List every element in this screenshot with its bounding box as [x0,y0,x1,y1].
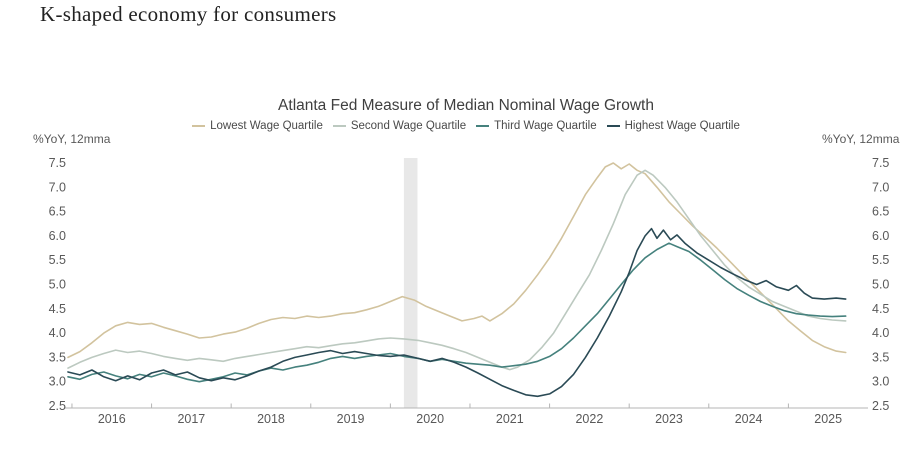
y-tick-label-left-3.5: 3.5 [49,350,66,364]
x-tick-label-2016: 2016 [98,412,126,426]
legend-dash-icon [192,125,206,127]
legend-item-second-wage-quartile: Second Wage Quartile [332,120,467,132]
x-axis-ticks [71,403,789,408]
y-tick-label-left-4.0: 4.0 [49,326,66,340]
series-line-highest-wage-quartile [67,227,847,398]
x-axis-tick-labels: 2016 2017 2018 2019 2020 2021 2022 2023 2024 2025 [98,412,842,426]
y-tick-label-right-5.5: 5.5 [872,253,889,267]
y-tick-label-left-7.0: 7.0 [49,180,66,194]
legend-dash-icon [606,125,620,127]
right-axis-unit-label: %YoY, 12mma [822,132,900,146]
x-tick-label-2019: 2019 [337,412,365,426]
y-tick-label-right-7.0: 7.0 [872,180,889,194]
y-tick-label-left-5.5: 5.5 [49,253,66,267]
chart-title: Atlanta Fed Measure of Median Nominal Wa… [278,97,654,114]
y-tick-label-right-6.5: 6.5 [872,205,889,219]
y-tick-label-left-5.0: 5.0 [49,278,66,292]
y-tick-label-right-7.5: 7.5 [872,156,889,170]
covid-recession-shading [403,158,418,408]
legend-label: Third Wage Quartile [494,120,597,132]
page-title: K-shaped economy for consumers [40,2,337,26]
x-tick-label-2022: 2022 [575,412,603,426]
y-tick-label-right-6.0: 6.0 [872,229,889,243]
legend-label: Lowest Wage Quartile [210,120,323,132]
legend-item-lowest-wage-quartile: Lowest Wage Quartile [192,120,323,132]
chart-legend: Lowest Wage Quartile Second Wage Quartile… [64,120,868,132]
y-tick-label-left-4.5: 4.5 [49,302,66,316]
legend-item-highest-wage-quartile: Highest Wage Quartile [606,120,740,132]
y-tick-label-left-3.0: 3.0 [49,375,66,389]
y-tick-label-left-6.5: 6.5 [49,205,66,219]
left-axis-unit-label: %YoY, 12mma [33,132,111,146]
x-tick-label-2023: 2023 [655,412,683,426]
y-tick-label-right-3.5: 3.5 [872,350,889,364]
x-tick-label-2020: 2020 [416,412,444,426]
y-tick-label-right-4.5: 4.5 [872,302,889,316]
legend-label: Highest Wage Quartile [624,120,740,132]
legend-item-third-wage-quartile: Third Wage Quartile [476,120,597,132]
y-axis-labels-right: 2.5 3.0 3.5 4.0 4.5 5.0 5.5 6.0 6.5 7.0 7.5 [872,156,889,413]
legend-dash-icon [332,125,346,127]
series-line-lowest-wage-quartile [67,162,847,359]
x-tick-label-2018: 2018 [257,412,285,426]
y-tick-label-right-3.0: 3.0 [872,375,889,389]
y-axis-labels-left: 2.5 3.0 3.5 4.0 4.5 5.0 5.5 6.0 6.5 7.0 7.5 [49,156,66,413]
y-tick-label-left-7.5: 7.5 [49,156,66,170]
y-tick-label-left-6.0: 6.0 [49,229,66,243]
y-tick-label-right-2.5: 2.5 [872,399,889,413]
y-tick-label-right-4.0: 4.0 [872,326,889,340]
legend-dash-icon [476,125,490,127]
x-tick-label-2025: 2025 [814,412,842,426]
series-line-second-wage-quartile [67,169,847,371]
x-tick-label-2021: 2021 [496,412,524,426]
y-tick-label-right-5.0: 5.0 [872,278,889,292]
y-tick-label-left-2.5: 2.5 [49,399,66,413]
series-line-third-wage-quartile [67,242,847,383]
x-tick-label-2017: 2017 [177,412,205,426]
legend-label: Second Wage Quartile [350,120,467,132]
x-tick-label-2024: 2024 [735,412,763,426]
